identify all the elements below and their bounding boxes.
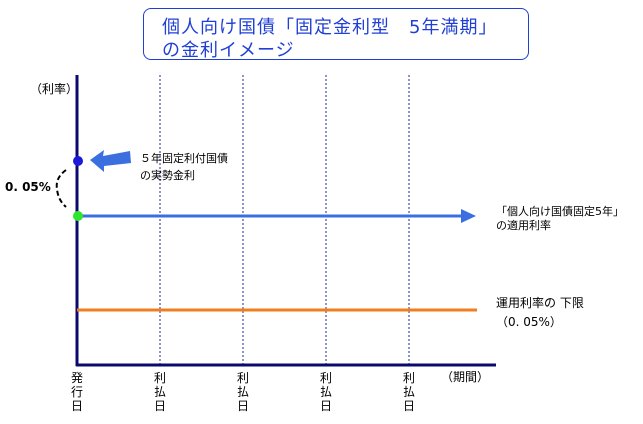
applied-rate-arrowhead [461,209,476,223]
title-box: 個人向け国債「固定金利型 5年満期」 の金利イメージ [143,8,529,61]
payment-date-label-1: 利 払 日 [153,371,166,413]
floor-rate-label: 運用利率の 下限 （0. 05%） [496,296,584,329]
title-line-2: の金利イメージ [162,40,295,61]
market-rate-dot [73,156,83,166]
applied-rate-label: 「個人向け国債固定5年」 の適用利率 [496,205,624,232]
market-rate-pointer-arrow [90,150,131,172]
market-rate-label: ５年固定利付国債 の実勢金利 [140,152,228,182]
applied-rate-dot [73,211,83,221]
origin-label: 発 行 日 [70,371,83,413]
payment-date-label-3: 利 払 日 [319,371,332,413]
spread-brace [55,169,67,208]
x-axis-label: （期間） [441,370,490,384]
title-line-1: 個人向け国債「固定金利型 5年満期」 [162,17,498,38]
payment-date-label-2: 利 払 日 [236,371,249,413]
y-axis-label: （利率） [30,82,79,96]
spread-label: 0. 05% [5,180,51,194]
payment-date-label-4: 利 払 日 [402,371,415,413]
